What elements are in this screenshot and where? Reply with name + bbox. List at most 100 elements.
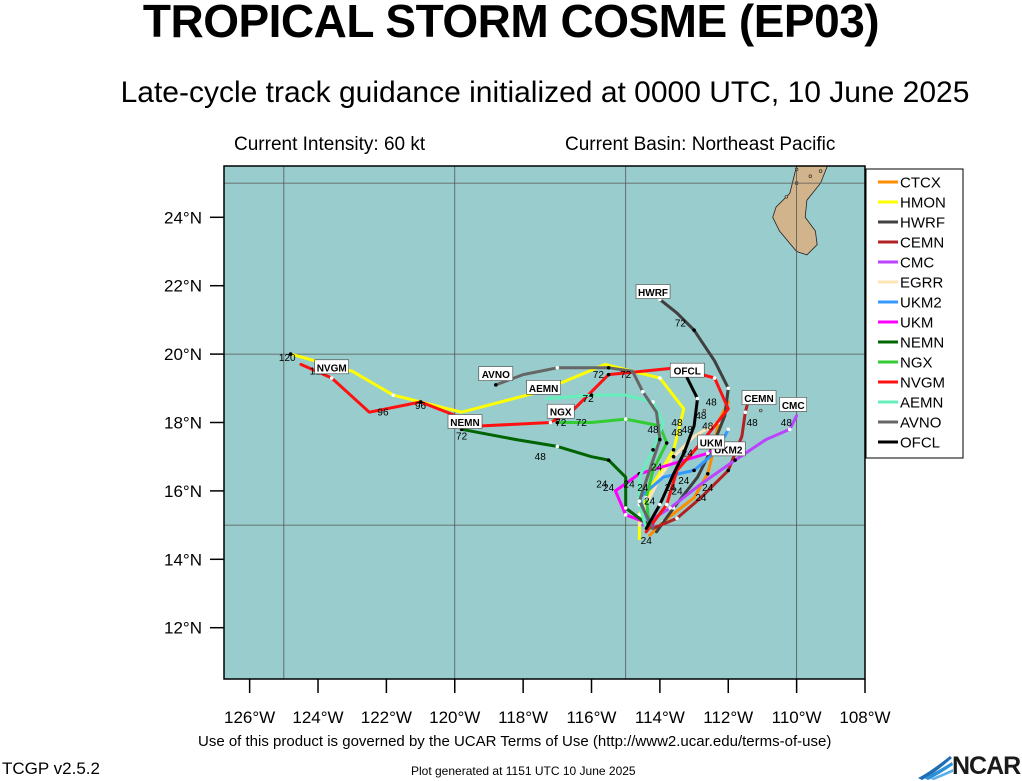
forecast-hour-label: 24 [603, 483, 615, 494]
track-point [651, 448, 655, 452]
model-label-box [779, 397, 808, 412]
forecast-hour-label: 24 [671, 486, 683, 497]
y-tick-label: 16°N [164, 482, 202, 501]
legend-label-cemn: CEMN [900, 235, 944, 252]
model-label-box [546, 403, 575, 419]
legend-label-ngx: NGX [900, 355, 933, 372]
track-point [787, 427, 792, 432]
track-point [493, 383, 498, 387]
track-point [705, 451, 710, 456]
track-point [637, 499, 642, 503]
track-point [726, 386, 731, 391]
track-point [692, 328, 696, 332]
track-point [329, 376, 334, 380]
ncar-logo-text: NCAR [952, 752, 1021, 780]
track-point [606, 458, 611, 462]
model-label-box [635, 284, 671, 299]
forecast-hour-label: 24 [678, 476, 690, 487]
forecast-hour-label: 72 [620, 370, 632, 381]
track-point [664, 502, 669, 507]
track-point [695, 396, 700, 401]
y-tick-label: 22°N [164, 277, 202, 296]
track-point [658, 502, 662, 507]
x-tick-label: 126°W [224, 708, 275, 727]
legend-label-aemn: AEMN [900, 395, 943, 412]
forecast-hour-label: 24 [682, 449, 694, 460]
forecast-hour-label: 96 [415, 401, 427, 412]
track-point [712, 376, 717, 380]
island [759, 408, 763, 413]
track-point [705, 472, 710, 476]
track-point [726, 468, 731, 473]
model-label-box [669, 362, 705, 378]
track-point [623, 417, 628, 421]
x-tick-label: 118°W [498, 708, 548, 727]
forecast-hour-label: 24 [665, 483, 677, 494]
forecast-hour-label: 48 [682, 425, 694, 436]
legend-label-avno: AVNO [900, 415, 941, 432]
track-point [682, 451, 686, 456]
track-point [644, 495, 649, 500]
x-tick-label: 120°W [429, 708, 480, 727]
track-point [671, 448, 676, 452]
forecast-hour-label: 72 [675, 319, 687, 330]
model-label-hwrf: HWRF [638, 288, 668, 299]
forecast-hour-label: 48 [747, 418, 759, 429]
track-point [671, 454, 676, 459]
island [818, 169, 823, 173]
track-point [391, 393, 396, 397]
chart-title: TROPICAL STORM COSME (EP03) [142, 0, 880, 47]
y-tick-label: 12°N [164, 619, 202, 638]
track-avno [494, 366, 662, 530]
legend-label-ukm2: UKM2 [900, 295, 942, 312]
forecast-hour-label: 24 [624, 479, 636, 490]
plot-generated: Plot generated at 1151 UTC 10 June 2025 [411, 764, 636, 778]
track-point [623, 513, 628, 517]
track-point [555, 444, 560, 449]
current-basin: Current Basin: Northeast Pacific [565, 134, 836, 155]
forecast-hour-label: 24 [702, 483, 714, 494]
y-tick-label: 18°N [164, 414, 202, 433]
forecast-hour-label: 72 [583, 394, 595, 405]
forecast-hour-label: 24 [695, 493, 707, 504]
model-label-nvgm: NVGM [317, 363, 347, 374]
track-point [726, 427, 731, 432]
forecast-hour-label: 48 [781, 418, 793, 429]
island [808, 174, 813, 178]
x-tick-label: 124°W [292, 708, 343, 727]
track-point [418, 400, 423, 404]
x-tick-label: 110°W [772, 708, 822, 727]
legend-label-hmon: HMON [900, 195, 946, 212]
baja-peninsula-land [772, 166, 828, 256]
x-tick-label: 108°W [839, 708, 890, 727]
track-point [743, 410, 748, 415]
track-point [733, 458, 737, 462]
forecast-hour-label: 72 [555, 418, 567, 429]
legend-label-nvgm: NVGM [900, 375, 945, 392]
forecast-hour-label: 48 [695, 411, 707, 422]
forecast-hour-label: 24 [641, 536, 653, 547]
forecast-hour-label: 48 [535, 452, 547, 463]
forecast-hour-label: 24 [644, 497, 656, 508]
track-point [640, 389, 645, 394]
legend-label-ukm: UKM [900, 315, 933, 332]
model-label-box [478, 366, 514, 381]
island [784, 195, 789, 199]
model-label-cemn: CEMN [744, 394, 773, 405]
track-point [664, 441, 669, 445]
track-point [288, 352, 293, 356]
terms-of-use: Use of this product is governed by the U… [198, 733, 832, 750]
y-tick-label: 24°N [164, 208, 202, 227]
track-nemn [460, 427, 655, 530]
model-label-ngx: NGX [550, 408, 572, 419]
island [702, 408, 707, 413]
forecast-hour-label: 48 [647, 425, 659, 436]
model-label-nemn: NEMN [450, 418, 479, 429]
legend-label-egrr: EGRR [900, 275, 944, 292]
forecast-hour-label: 72 [576, 418, 588, 429]
track-point [675, 516, 679, 521]
forecast-hour-label: 48 [671, 428, 683, 439]
model-label-box [741, 390, 777, 405]
x-tick-label: 114°W [635, 708, 685, 727]
